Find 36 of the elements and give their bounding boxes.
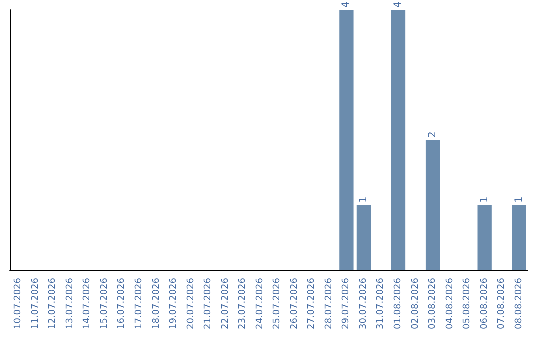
x-tick-label: 26.07.2026 — [290, 278, 300, 330]
x-tick-label: 02.08.2026 — [410, 278, 421, 330]
x-tick-label: 05.08.2026 — [462, 278, 473, 330]
x-tick-label: 29.07.2026 — [342, 278, 352, 330]
x-tick-label: 23.07.2026 — [238, 278, 248, 330]
x-tick-label: 16.07.2026 — [117, 278, 128, 330]
data-label: 2 — [428, 132, 439, 138]
data-label: 4 — [341, 2, 352, 8]
x-tick-label: 15.07.2026 — [100, 278, 110, 330]
x-tick-label: 08.08.2026 — [514, 278, 524, 330]
x-tick-label: 28.07.2026 — [324, 278, 334, 330]
x-tick-label: 03.08.2026 — [428, 278, 438, 330]
data-label: 1 — [358, 196, 370, 203]
x-tick-label: 04.08.2026 — [445, 278, 456, 330]
x-tick-label: 07.08.2026 — [497, 278, 508, 330]
x-tick-label: 20.07.2026 — [186, 278, 196, 330]
x-tick-label: 18.07.2026 — [152, 278, 162, 330]
x-tick-label: 22.07.2026 — [220, 278, 231, 330]
x-tick-label: 13.07.2026 — [65, 278, 76, 330]
x-tick-label: 17.07.2026 — [134, 278, 144, 330]
x-tick-label: 14.07.2026 — [82, 278, 93, 330]
x-tick-label: 27.07.2026 — [307, 278, 318, 330]
x-tick-label: 21.07.2026 — [204, 278, 214, 330]
x-tick-label: 25.07.2026 — [272, 278, 283, 330]
x-tick-label: 19.07.2026 — [169, 278, 180, 330]
data-label: 1 — [479, 196, 490, 203]
x-tick-label: 24.07.2026 — [255, 278, 266, 330]
data-label: 1 — [514, 196, 525, 203]
x-tick-label: 10.07.2026 — [14, 278, 24, 330]
x-tick-label: 30.07.2026 — [358, 278, 369, 330]
x-tick-label: 11.07.2026 — [30, 278, 41, 330]
data-label: 4 — [393, 2, 404, 8]
x-tick-label: 12.07.2026 — [48, 278, 58, 330]
x-tick-label: 01.08.2026 — [394, 278, 404, 330]
x-tick-label: 31.07.2026 — [376, 278, 386, 330]
x-tick-label: 06.08.2026 — [480, 278, 490, 330]
